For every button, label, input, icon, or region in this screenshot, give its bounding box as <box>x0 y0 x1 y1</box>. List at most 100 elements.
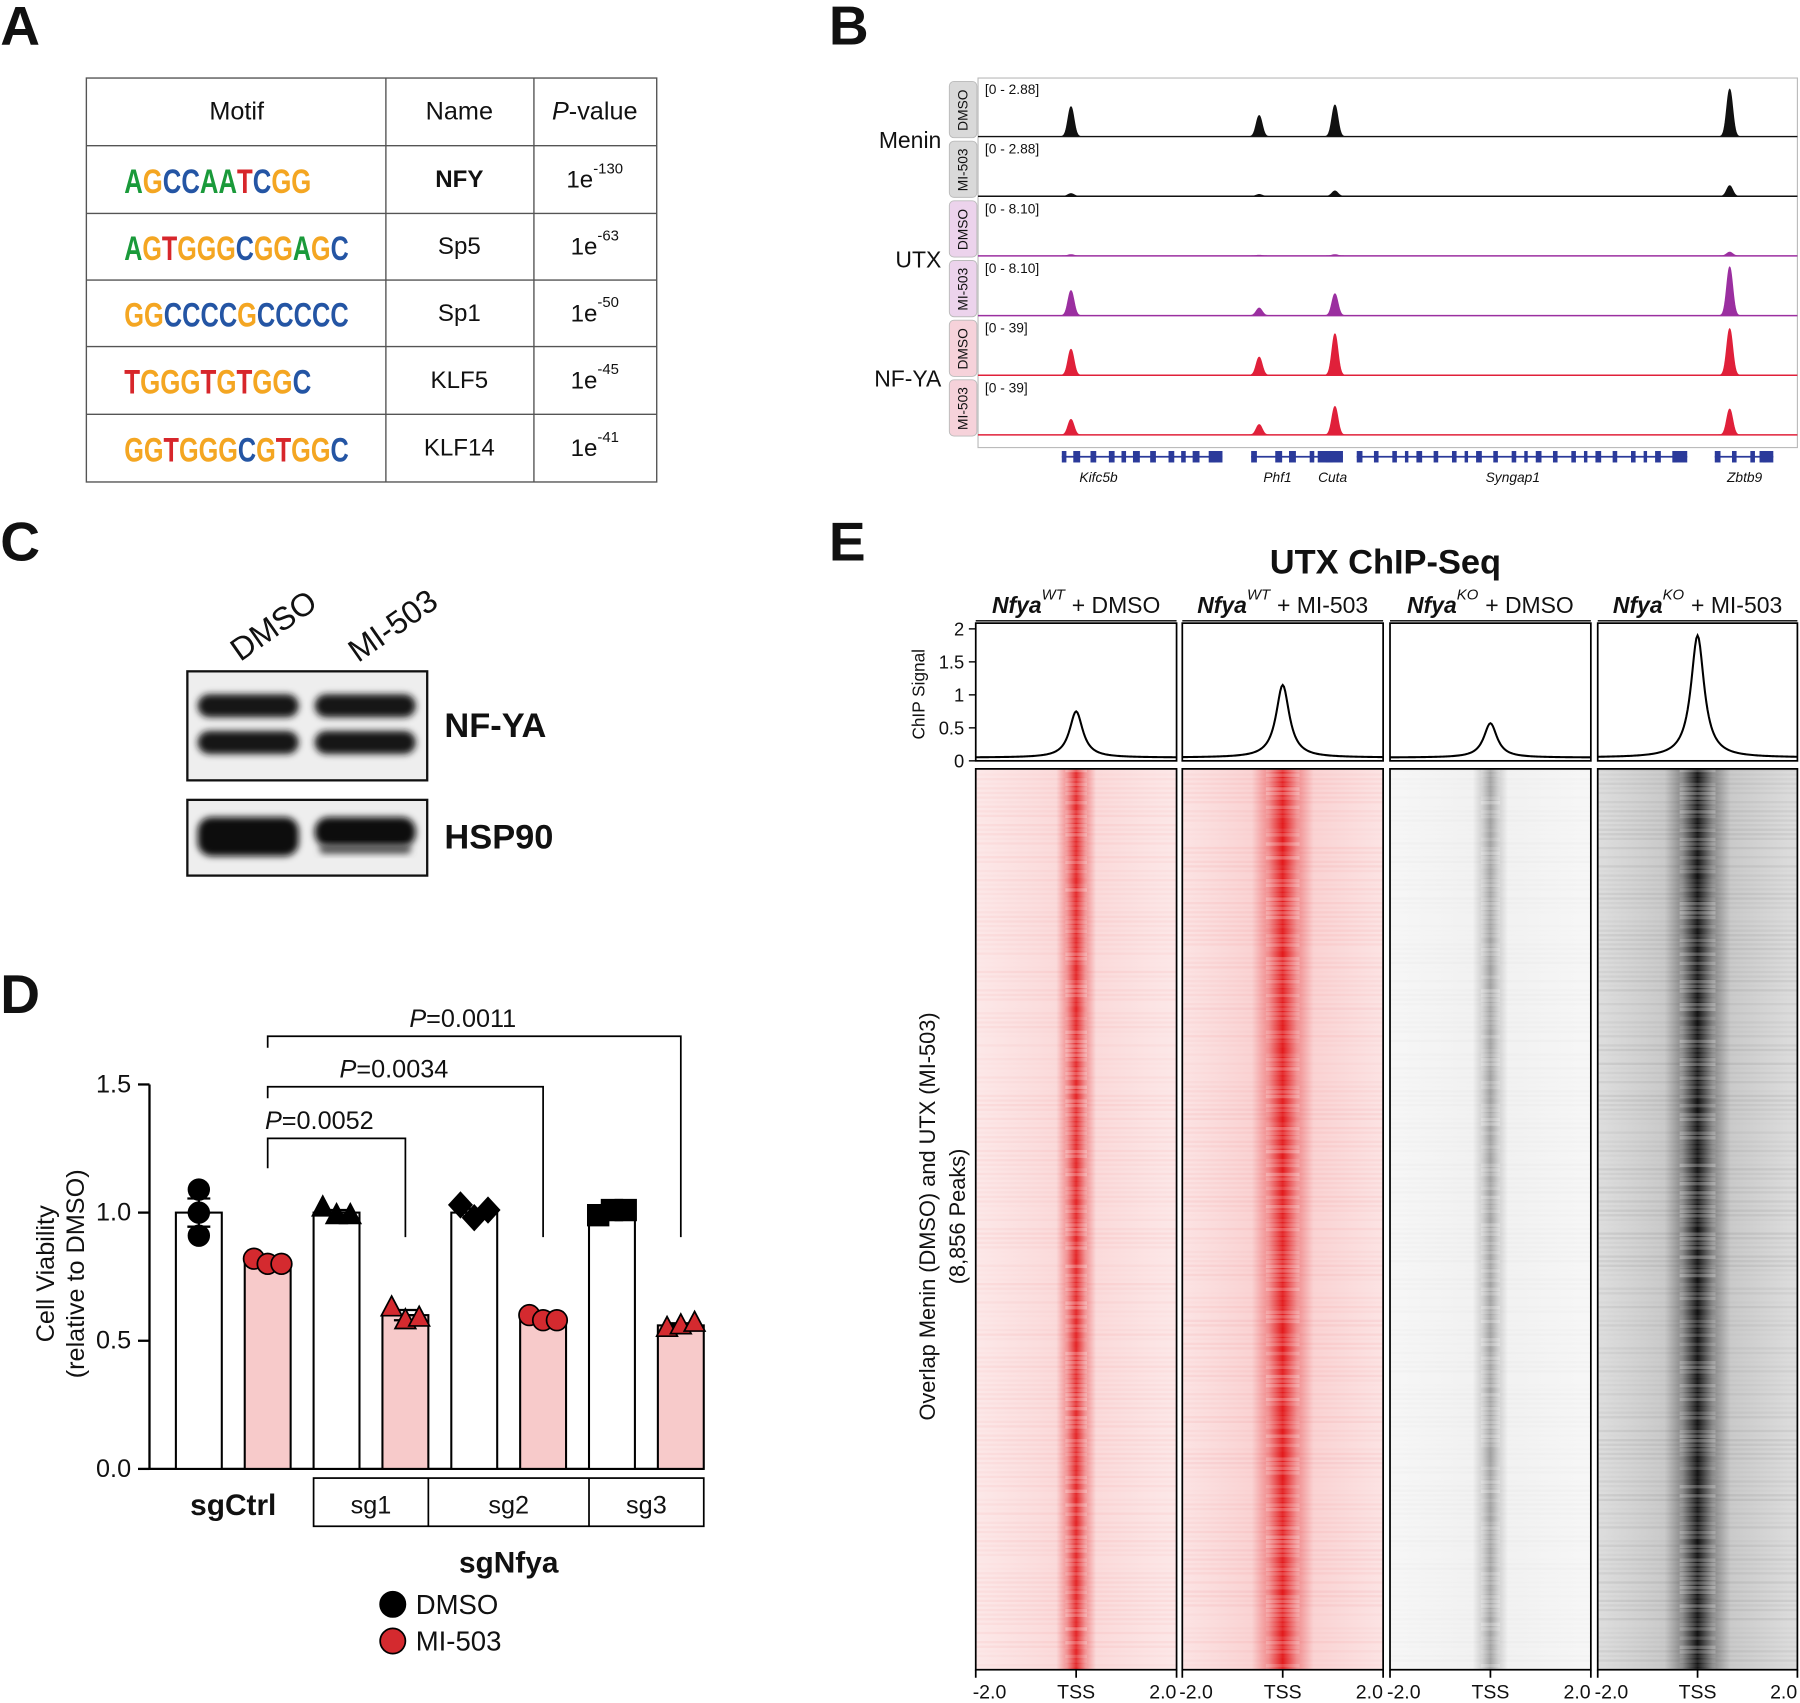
heatmap-texture <box>1679 1287 1716 1292</box>
heatmap-texture <box>1265 1209 1300 1213</box>
heatmap-texture <box>1679 1081 1716 1085</box>
heatmap-texture <box>1065 814 1087 819</box>
p-value: 1e-130 <box>566 161 623 193</box>
heatmap-texture <box>1065 892 1087 897</box>
heatmap-texture <box>1597 1480 1798 1483</box>
heatmap-texture <box>1065 901 1087 906</box>
heatmap-texture <box>1480 846 1501 851</box>
heatmap-texture <box>1680 930 1716 933</box>
heatmap-texture <box>1480 1535 1501 1539</box>
p-annotation: P=0.0052 <box>265 1107 374 1135</box>
heatmap-texture <box>1065 1448 1087 1452</box>
heatmap-texture <box>1679 961 1716 966</box>
gene-exon <box>1643 450 1648 463</box>
heatmap-texture <box>1265 879 1300 883</box>
heatmap-texture <box>1597 814 1798 818</box>
heatmap-texture <box>1065 1383 1087 1388</box>
heatmap-texture <box>1265 851 1300 855</box>
heatmap-texture <box>1265 1526 1300 1530</box>
heatmap-texture <box>1182 846 1384 850</box>
heatmap-texture <box>1679 1122 1716 1126</box>
heatmap-texture <box>1480 768 1501 773</box>
heatmap-texture <box>1265 961 1300 966</box>
gene-name: Zbtb9 <box>1726 470 1763 485</box>
heatmap-texture <box>1065 1122 1087 1126</box>
heatmap-texture <box>1679 1315 1716 1319</box>
heatmap <box>1182 768 1384 1670</box>
heatmap-texture <box>1480 1365 1501 1370</box>
gene-exon <box>1392 450 1397 463</box>
heatmap-texture <box>1182 1590 1384 1593</box>
heatmap-texture <box>1065 1402 1087 1406</box>
legend-marker <box>379 1590 407 1618</box>
heatmap-texture <box>1679 1140 1716 1145</box>
heatmap-texture <box>1265 1338 1300 1342</box>
heatmap-texture <box>1679 1007 1716 1012</box>
browser-frame <box>977 77 1798 449</box>
p-value-part: 1e <box>571 300 598 327</box>
motif-logo: GGTGGGCGTGGC <box>124 431 348 469</box>
legend-label: DMSO <box>416 1589 499 1620</box>
heatmap-texture <box>1480 787 1501 791</box>
heatmap-texture <box>1065 1434 1087 1437</box>
heatmap-texture <box>1065 1232 1087 1236</box>
heatmap-texture <box>1597 1572 1798 1575</box>
heatmap-texture <box>1597 837 1798 841</box>
heatmap-texture <box>1480 1168 1501 1172</box>
heatmap-texture <box>1182 1145 1384 1148</box>
heatmap-texture <box>1265 1397 1300 1402</box>
heatmap-texture <box>1065 897 1087 901</box>
y-tick-label: 1.5 <box>939 651 965 672</box>
heatmap-texture <box>1597 888 1798 891</box>
gene-name: Kifc5b <box>1079 470 1118 485</box>
heatmap-texture <box>1182 1581 1384 1584</box>
heatmap-texture <box>1065 1645 1087 1650</box>
heatmap-texture <box>1679 1663 1716 1668</box>
heatmap-texture <box>1265 1237 1300 1241</box>
heatmap-texture <box>1265 1058 1300 1062</box>
heatmap-texture <box>1480 1370 1501 1374</box>
heatmap-texture <box>1265 984 1300 989</box>
heatmap-texture <box>1679 796 1716 800</box>
heatmap-texture <box>1679 1136 1716 1140</box>
heatmap-texture <box>1679 1535 1716 1539</box>
heatmap-texture <box>1065 1195 1087 1200</box>
heatmap-texture <box>1265 1663 1300 1668</box>
heatmap-texture <box>1182 1126 1384 1130</box>
heatmap-texture <box>1065 828 1087 832</box>
heatmap-texture <box>1065 1113 1087 1117</box>
heatmap-texture <box>1065 1439 1087 1443</box>
heatmap-texture <box>1065 1554 1087 1557</box>
heatmap-texture <box>1065 1663 1087 1668</box>
bar <box>174 1211 223 1470</box>
heatmap-texture <box>1265 1517 1300 1521</box>
heatmap-texture <box>1065 801 1087 805</box>
heatmap-texture <box>1597 1246 1798 1249</box>
group-bracket <box>312 1477 705 1528</box>
heatmap-texture <box>1597 943 1798 946</box>
heatmap-texture <box>1480 1351 1501 1356</box>
heatmap-texture <box>1182 1466 1384 1469</box>
heatmap-texture <box>1679 1145 1716 1149</box>
heatmap-texture <box>1266 1044 1300 1047</box>
heatmap-texture <box>1265 856 1300 860</box>
gene-exon <box>1251 450 1257 463</box>
protein-label: HSP90 <box>444 819 553 857</box>
heatmap-texture <box>1182 901 1384 905</box>
heatmap-texture <box>1679 1039 1716 1044</box>
y-tick-label: 1.0 <box>96 1199 131 1227</box>
gene-exon <box>1317 450 1332 463</box>
heatmap-texture <box>1480 810 1501 814</box>
gene-exon <box>1326 450 1331 463</box>
track-condition: DMSO <box>956 89 971 131</box>
gene-exon <box>1208 450 1223 463</box>
data-point <box>187 1178 211 1201</box>
bar <box>243 1262 292 1470</box>
heatmap-texture <box>1597 1608 1798 1612</box>
heatmap-texture <box>1265 947 1300 952</box>
heatmap-texture <box>1265 1122 1300 1126</box>
heatmap-texture <box>1480 1558 1501 1562</box>
x-tick-label: -2.0 <box>1595 1682 1629 1703</box>
heatmap-texture <box>1597 819 1798 822</box>
